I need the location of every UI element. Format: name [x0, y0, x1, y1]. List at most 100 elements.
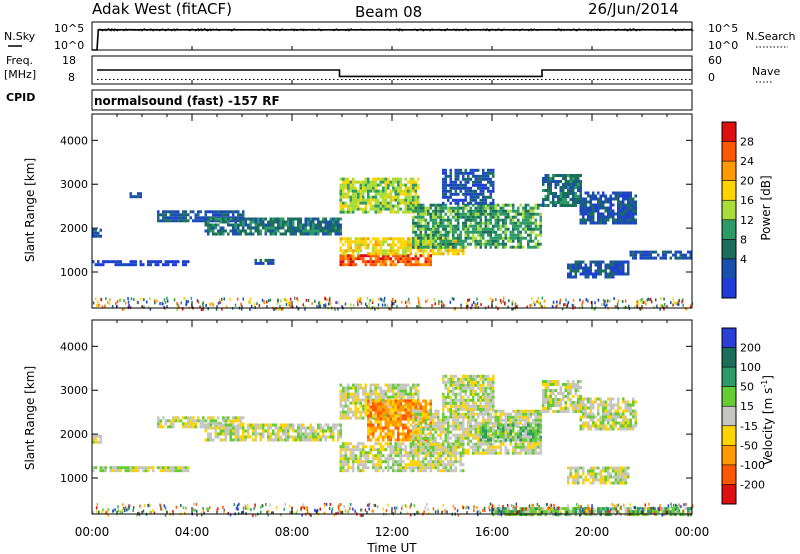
echo-cell	[277, 220, 280, 224]
near-range-cell	[329, 302, 331, 306]
echo-cell	[384, 426, 387, 430]
echo-cell	[317, 438, 320, 442]
echo-cell	[572, 183, 575, 186]
echo-cell	[389, 429, 392, 433]
echo-cell	[367, 402, 370, 406]
echo-cell	[367, 451, 370, 455]
echo-cell	[352, 257, 355, 261]
echo-cell	[337, 232, 340, 236]
near-range-cell	[242, 297, 244, 301]
echo-cell	[344, 448, 347, 452]
echo-cell	[392, 432, 395, 436]
echo-cell	[464, 215, 467, 219]
echo-cell	[559, 180, 562, 183]
echo-cell	[479, 192, 482, 196]
echo-cell	[462, 448, 465, 452]
echo-cell	[532, 239, 535, 243]
echo-cell	[547, 189, 550, 192]
echo-cell	[539, 215, 542, 219]
echo-cell	[477, 221, 480, 225]
echo-cell	[342, 204, 345, 208]
colorbar-segment	[722, 161, 736, 182]
echo-cell	[462, 224, 465, 228]
echo-cell	[397, 201, 400, 205]
echo-cell	[479, 233, 482, 237]
echo-cell	[359, 454, 362, 458]
echo-cell	[674, 256, 677, 260]
echo-cell	[379, 260, 382, 264]
echo-cell	[324, 223, 327, 227]
echo-cell	[382, 392, 385, 396]
echo-cell	[402, 435, 405, 439]
echo-cell	[447, 245, 450, 249]
echo-cell	[414, 186, 417, 190]
echo-cell	[422, 412, 425, 416]
echo-cell	[429, 463, 432, 467]
echo-cell	[482, 451, 485, 455]
echo-cell	[389, 210, 392, 214]
echo-cell	[432, 418, 435, 422]
echo-cell	[374, 249, 377, 253]
echo-cell	[454, 177, 457, 181]
echo-cell	[349, 401, 352, 405]
echo-cell	[292, 229, 295, 233]
echo-cell	[439, 433, 442, 437]
echo-cell	[422, 436, 425, 440]
echo-cell	[272, 220, 275, 224]
echo-cell	[312, 232, 315, 236]
echo-cell	[444, 421, 447, 425]
echo-cell	[374, 454, 377, 458]
echo-cell	[164, 216, 167, 220]
echo-cell	[479, 212, 482, 216]
echo-cell	[344, 240, 347, 244]
echo-cell	[484, 215, 487, 219]
echo-cell	[329, 232, 332, 236]
echo-cell	[404, 198, 407, 202]
echo-cell	[629, 212, 632, 216]
echo-cell	[464, 430, 467, 434]
echo-cell	[427, 445, 430, 449]
echo-cell	[197, 213, 200, 217]
echo-cell	[627, 266, 630, 270]
echo-cell	[464, 227, 467, 231]
echo-cell	[467, 242, 470, 246]
near-range-cell	[460, 303, 462, 307]
echo-cell	[449, 430, 452, 434]
echo-cell	[404, 469, 407, 473]
echo-cell	[102, 466, 105, 470]
echo-cell	[412, 386, 415, 390]
echo-cell	[367, 246, 370, 250]
echo-cell	[389, 249, 392, 253]
echo-cell	[444, 230, 447, 234]
echo-cell	[379, 201, 382, 205]
echo-cell	[414, 215, 417, 219]
echo-cell	[387, 414, 390, 418]
echo-cell	[377, 469, 380, 473]
near-range-cell	[296, 297, 298, 301]
echo-cell	[442, 215, 445, 219]
echo-cell	[612, 260, 615, 264]
echo-cell	[397, 204, 400, 208]
echo-cell	[377, 254, 380, 258]
echo-cell	[299, 432, 302, 436]
echo-cell	[447, 174, 450, 178]
near-range-cell	[215, 307, 218, 311]
echo-cell	[199, 210, 202, 214]
echo-cell	[419, 466, 422, 470]
echo-cell	[364, 186, 367, 190]
echo-cell	[387, 383, 390, 387]
echo-cell	[367, 177, 370, 181]
echo-cell	[222, 429, 225, 433]
near-range-cell	[249, 308, 251, 311]
echo-cell	[424, 233, 427, 237]
echo-cell	[489, 230, 492, 234]
echo-cell	[119, 466, 122, 470]
noise-sky-sample	[552, 28, 556, 31]
echo-cell	[159, 469, 162, 473]
echo-cell	[429, 233, 432, 237]
echo-cell	[427, 415, 430, 419]
echo-cell	[249, 435, 252, 439]
echo-cell	[424, 227, 427, 231]
echo-cell	[422, 420, 425, 424]
